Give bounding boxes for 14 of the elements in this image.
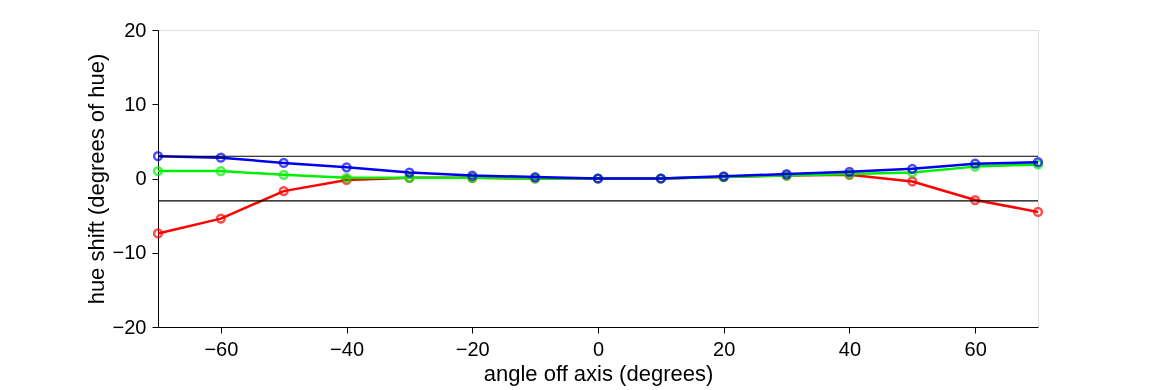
x-tick-label: −40 bbox=[330, 337, 365, 360]
y-axis-title: hue shift (degrees of hue) bbox=[83, 53, 109, 305]
y-tick-label: 20 bbox=[124, 18, 147, 41]
x-tick-label: −20 bbox=[455, 337, 490, 360]
x-tick-label: 60 bbox=[964, 337, 987, 360]
y-tick-label: 10 bbox=[124, 92, 147, 115]
x-tick-label: 0 bbox=[592, 337, 605, 360]
y-tick-label: −20 bbox=[112, 315, 147, 338]
x-tick-label: −60 bbox=[204, 337, 239, 360]
x-tick-label: 20 bbox=[713, 337, 736, 360]
x-tick-label: 40 bbox=[838, 337, 862, 360]
y-tick-label: 0 bbox=[135, 167, 147, 189]
y-tick-label: −10 bbox=[112, 241, 147, 264]
x-axis-title: angle off axis (degrees) bbox=[483, 360, 714, 386]
